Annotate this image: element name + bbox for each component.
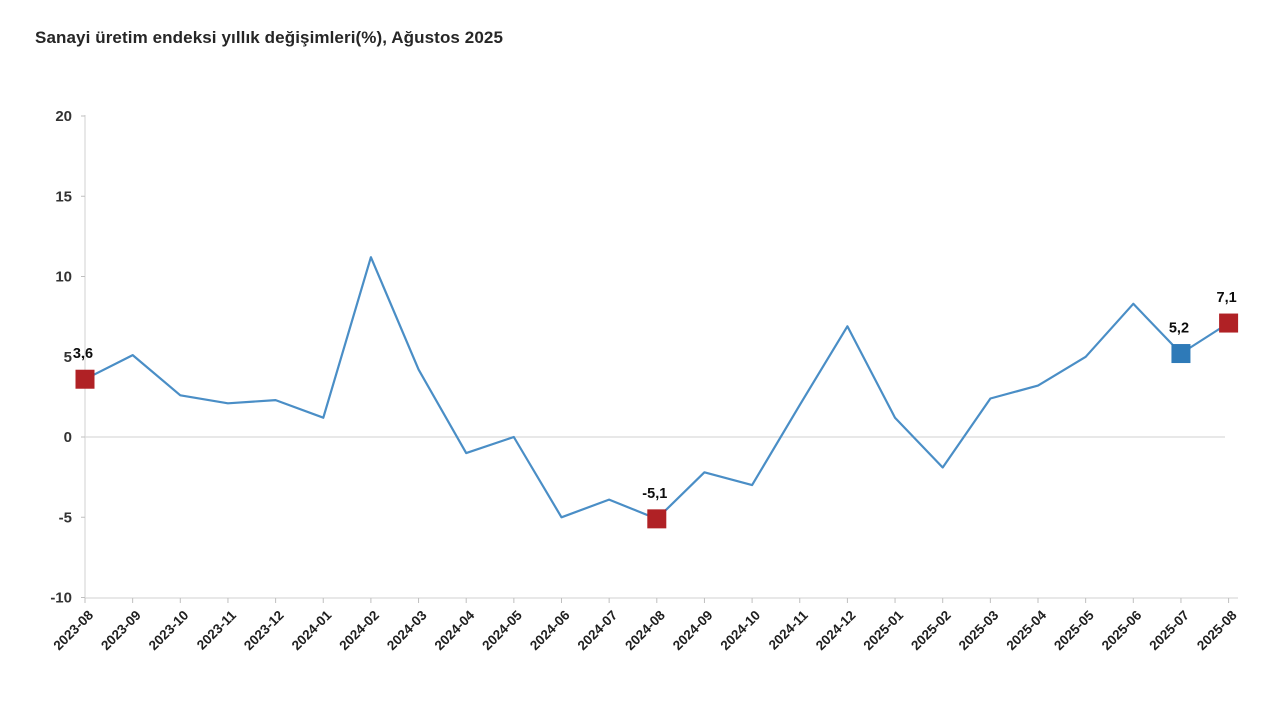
x-axis-tick-label: 2025-02 — [908, 608, 954, 654]
x-axis-tick-label: 2024-07 — [575, 608, 621, 654]
x-axis-tick-label: 2024-11 — [766, 607, 811, 652]
highlight-marker-2025-08 — [1219, 313, 1239, 333]
x-axis-tick-label: 2025-04 — [1003, 607, 1049, 653]
y-axis-tick-label: -10 — [50, 590, 72, 607]
highlight-marker-2024-08 — [647, 509, 667, 529]
y-axis-tick-label: -5 — [59, 509, 72, 526]
x-axis-tick-label: 2025-07 — [1146, 608, 1192, 654]
x-axis-tick-label: 2025-05 — [1051, 607, 1097, 653]
y-axis-tick-label: 20 — [55, 108, 72, 125]
x-axis-tick-label: 2024-04 — [432, 607, 478, 653]
x-axis-tick-label: 2025-03 — [956, 607, 1002, 653]
x-axis-tick-label: 2025-06 — [1099, 607, 1145, 653]
y-axis-tick-label: 0 — [64, 429, 72, 446]
x-axis-tick-label: 2024-10 — [718, 608, 764, 654]
x-axis-tick-label: 2024-01 — [289, 607, 335, 653]
x-axis-tick-label: 2024-06 — [527, 607, 573, 653]
point-value-label-2024-08: -5,1 — [642, 486, 667, 502]
y-axis-tick-label: 10 — [55, 269, 72, 286]
x-axis-tick-label: 2025-08 — [1194, 607, 1240, 653]
x-axis-tick-label: 2023-10 — [146, 608, 192, 654]
point-value-label-2023-08: 3,6 — [73, 346, 93, 362]
point-value-label-2025-08: 7,1 — [1217, 290, 1237, 306]
x-axis-tick-label: 2024-09 — [670, 608, 716, 654]
x-axis-tick-label: 2023-11 — [194, 607, 239, 652]
x-axis-tick-label: 2024-02 — [336, 608, 382, 654]
data-line-series — [84, 256, 1230, 521]
y-axis-tick-label: 5 — [64, 349, 72, 366]
highlight-marker-2025-07 — [1171, 344, 1191, 364]
x-axis-tick-label: 2024-05 — [479, 607, 525, 653]
x-axis-tick-label: 2024-08 — [622, 607, 668, 653]
point-value-label-2025-07: 5,2 — [1169, 321, 1189, 337]
x-axis-tick-label: 2024-03 — [384, 607, 430, 653]
x-axis-tick-label: 2023-09 — [98, 608, 144, 654]
x-axis-tick-label: 2023-12 — [241, 608, 287, 654]
chart-title: Sanayi üretim endeksi yıllık değişimleri… — [35, 28, 504, 47]
x-axis-tick-label: 2025-01 — [861, 607, 907, 653]
x-axis-tick-label: 2024-12 — [813, 608, 859, 654]
y-axis-tick-label: 15 — [55, 188, 72, 205]
highlight-marker-2023-08 — [75, 369, 95, 389]
x-axis-tick-label: 2023-08 — [50, 607, 96, 653]
